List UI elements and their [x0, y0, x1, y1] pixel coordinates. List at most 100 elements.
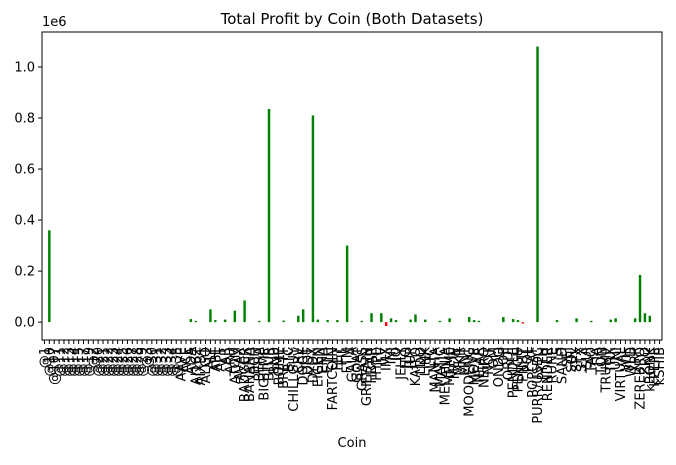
x-tick-label: MEME: [443, 347, 458, 386]
bar: [316, 319, 320, 323]
x-tick-label: @13: [62, 347, 77, 377]
x-tick-label: IMX: [380, 347, 395, 371]
bar: [414, 314, 417, 323]
bar: [345, 245, 349, 323]
x-tick-label: BRETT: [277, 347, 292, 389]
plot-frame: [41, 31, 663, 341]
x-tick-label: BCH: [248, 347, 263, 375]
bar: [214, 320, 217, 323]
bar: [477, 320, 481, 323]
x-tick-label: PENGU: [511, 347, 526, 392]
bar: [326, 320, 329, 323]
bar: [438, 320, 442, 323]
chart-title: Total Profit by Coin (Both Datasets): [220, 10, 484, 28]
x-tick-label: @32: [155, 347, 170, 377]
bar: [360, 320, 363, 323]
x-tick-label: FTM: [341, 347, 356, 373]
x-tick-label: @14: [67, 347, 82, 377]
x-tick-label: @12: [57, 347, 72, 377]
x-tick-label: BOME: [272, 347, 287, 385]
x-tick-label: ONDO: [492, 347, 507, 387]
x-tick-label: MOODENG: [463, 347, 478, 417]
x-tick-label: IO: [389, 347, 404, 361]
x-tick-label: JUP: [404, 347, 419, 369]
offset-label: 1e6: [42, 15, 67, 30]
x-tick-label: ALGO: [199, 347, 214, 383]
x-tick-label: MATIC: [433, 347, 448, 387]
x-tick-label: FARTCOIN: [326, 347, 341, 410]
x-tick-label: BADGER: [238, 347, 253, 402]
x-tick-label: MOVE: [468, 347, 483, 385]
bar: [223, 319, 227, 323]
x-tick-label: INJ: [385, 347, 400, 364]
x-tick-label: XRP: [629, 347, 644, 373]
x-tick-label: AAVE: [175, 347, 190, 381]
y-tick-label: 0.4: [14, 214, 35, 229]
y-tick-label: 0.8: [14, 111, 35, 126]
x-tick-label: S: [551, 347, 566, 355]
bar: [311, 115, 315, 323]
x-tick-label: PURR/USDC: [531, 347, 546, 424]
bar: [297, 315, 300, 323]
bar: [643, 313, 647, 323]
bar: [336, 320, 339, 323]
y-tick-label: 1.0: [14, 60, 35, 75]
x-tick-label: APT: [214, 347, 229, 372]
bar: [370, 313, 373, 323]
bar: [233, 310, 237, 323]
bar: [633, 318, 637, 323]
x-tick-label: ZEREBRO: [634, 347, 649, 410]
bar: [609, 319, 612, 323]
x-tick-label: @3: [140, 347, 155, 368]
x-tick-label: ACE: [180, 347, 195, 373]
x-tick-label: PNUT: [516, 347, 531, 382]
x-tick-label: ARB: [223, 347, 238, 374]
x-tick-label: MEW: [448, 347, 463, 379]
y-tick-label: 0.0: [14, 316, 35, 331]
x-tick-label: NOT: [482, 347, 497, 375]
x-tick-label: BNB: [267, 347, 282, 375]
x-tick-label: GOAT: [350, 347, 365, 383]
x-tick-label: OP: [497, 347, 512, 365]
x-tick-label: @2: [87, 347, 102, 368]
x-tick-label: JTO: [399, 347, 414, 370]
x-tick-label: @29: [136, 347, 151, 377]
x-tick-label: @17: [77, 347, 92, 377]
x-tick-label: BIGTIME: [258, 347, 273, 401]
x-tick-label: ENA: [316, 347, 331, 374]
x-tick-label: @31: [150, 347, 165, 377]
bar: [511, 319, 515, 323]
x-tick-label: @26: [121, 347, 136, 377]
bar: [638, 274, 642, 323]
x-tick-label: @10: [43, 347, 58, 377]
x-tick-label: VIRTUAL: [614, 346, 629, 401]
x-tick-label: GALA: [346, 347, 361, 383]
x-tick-label: KAITO: [409, 347, 424, 386]
x-tick-label: AI16Z: [189, 347, 204, 385]
bar: [448, 318, 451, 323]
bar: [209, 309, 212, 323]
bar: [258, 320, 261, 323]
x-tick-label: @1: [38, 347, 53, 368]
bar: [502, 317, 505, 323]
x-tick-label: NEAR: [472, 347, 487, 383]
bar: [189, 319, 193, 323]
bar: [389, 318, 393, 323]
x-tick-label: NEIRO: [477, 347, 492, 388]
x-tick-label: RUNE: [546, 347, 561, 384]
x-tick-label: DYDX: [306, 347, 321, 383]
x-tick-label: OM: [487, 347, 502, 368]
bar: [243, 300, 246, 323]
x-tick-label: ILV: [375, 347, 390, 366]
x-tick-label: SUI: [580, 347, 595, 369]
y-tick-label: 0.6: [14, 163, 35, 178]
x-axis-label: Coin: [338, 436, 367, 451]
x-tick-label: @19: [82, 347, 97, 377]
x-tick-label: TIA: [590, 347, 605, 369]
x-tick-label: LTC: [424, 347, 439, 369]
x-tick-label: ALT: [204, 347, 219, 369]
x-tick-label: @33: [160, 347, 175, 377]
x-tick-label: @28: [131, 347, 146, 377]
x-tick-label: TON: [594, 347, 609, 376]
x-tick-label: @11: [53, 347, 68, 377]
